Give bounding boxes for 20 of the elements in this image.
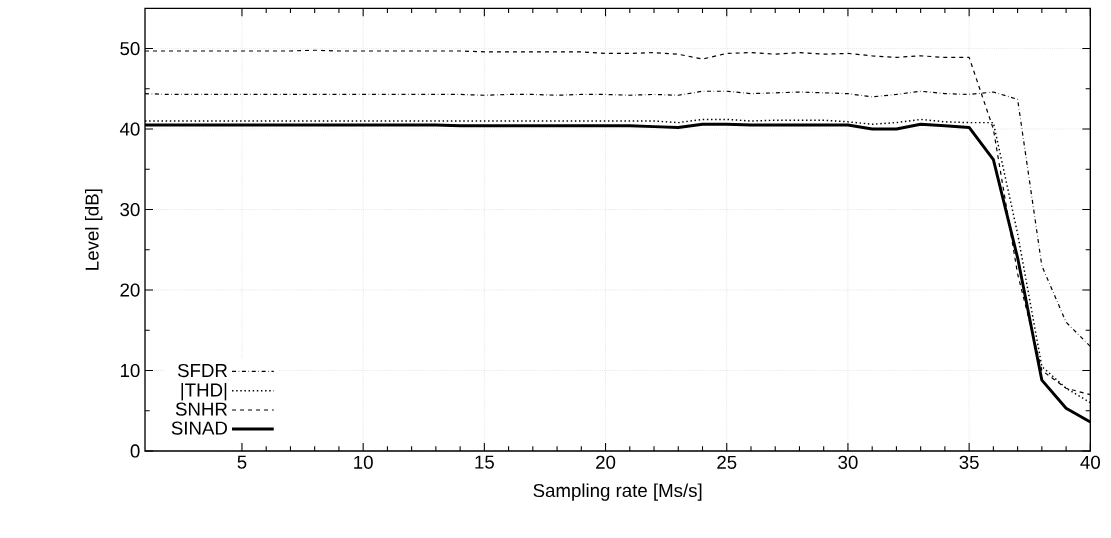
- x-tick-label: 35: [959, 455, 979, 469]
- y-tick-label: 0: [130, 444, 140, 458]
- x-axis-title: Sampling rate [Ms/s]: [533, 483, 702, 501]
- x-tick-label: 25: [717, 455, 737, 469]
- y-tick-label: 40: [119, 122, 140, 136]
- legend-label: SINAD: [171, 421, 227, 435]
- x-tick-label: 5: [237, 455, 247, 469]
- y-tick-label: 20: [120, 283, 140, 297]
- x-tick-label: 20: [596, 455, 616, 469]
- y-axis-title: Level [dB]: [84, 189, 103, 270]
- y-tick-label: 30: [120, 202, 140, 217]
- y-tick-label: 10: [120, 363, 140, 378]
- x-tick-label: 40: [1080, 455, 1100, 469]
- legend-label: SNHR: [175, 402, 228, 416]
- x-tick-label: 30: [838, 455, 858, 469]
- legend-label: |THD|: [181, 382, 227, 401]
- y-tick-label: 50: [120, 41, 140, 56]
- x-tick-label: 10: [354, 455, 373, 469]
- legend-label: SFDR: [177, 363, 228, 378]
- x-tick-label: 15: [475, 455, 494, 469]
